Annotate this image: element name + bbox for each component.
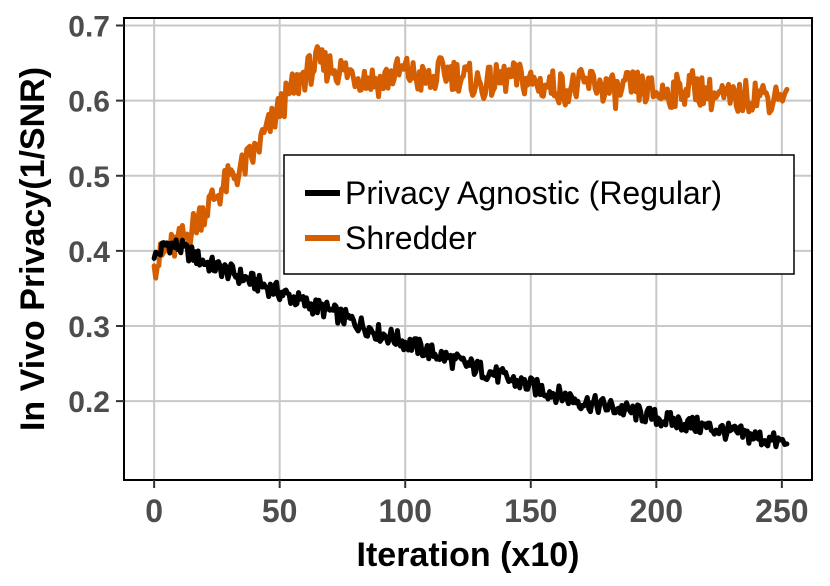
y-tick-label: 0.6 — [68, 86, 110, 119]
series-layer — [151, 44, 790, 450]
series-line-regular — [151, 237, 790, 450]
legend: Privacy Agnostic (Regular) Shredder — [283, 154, 795, 275]
legend-label-shredder: Shredder — [345, 220, 477, 256]
x-tick-label: 150 — [504, 493, 557, 529]
y-tick-label: 0.5 — [68, 161, 110, 194]
x-tick-label: 200 — [630, 493, 683, 529]
y-tick-label: 0.3 — [68, 311, 110, 344]
x-axis-label: Iteration (x10) — [357, 536, 580, 574]
y-tick-label: 0.7 — [68, 11, 110, 44]
legend-box — [283, 154, 795, 275]
y-axis-label: In Vivo Privacy(1/SNR) — [14, 67, 52, 431]
x-tick-label: 50 — [262, 493, 298, 529]
x-tick-label: 250 — [755, 493, 808, 529]
y-tick-label: 0.2 — [68, 386, 110, 419]
x-tick-label: 100 — [379, 493, 432, 529]
x-tick-label: 0 — [145, 493, 163, 529]
legend-label-regular: Privacy Agnostic (Regular) — [345, 175, 722, 211]
y-tick-label: 0.4 — [68, 236, 110, 269]
plot-frame — [123, 17, 813, 481]
series-line-shredder — [151, 44, 790, 281]
axes: 0 50 100 150 200 250 0.2 0.3 0.4 0.5 0.6 0.7 — [68, 11, 808, 529]
